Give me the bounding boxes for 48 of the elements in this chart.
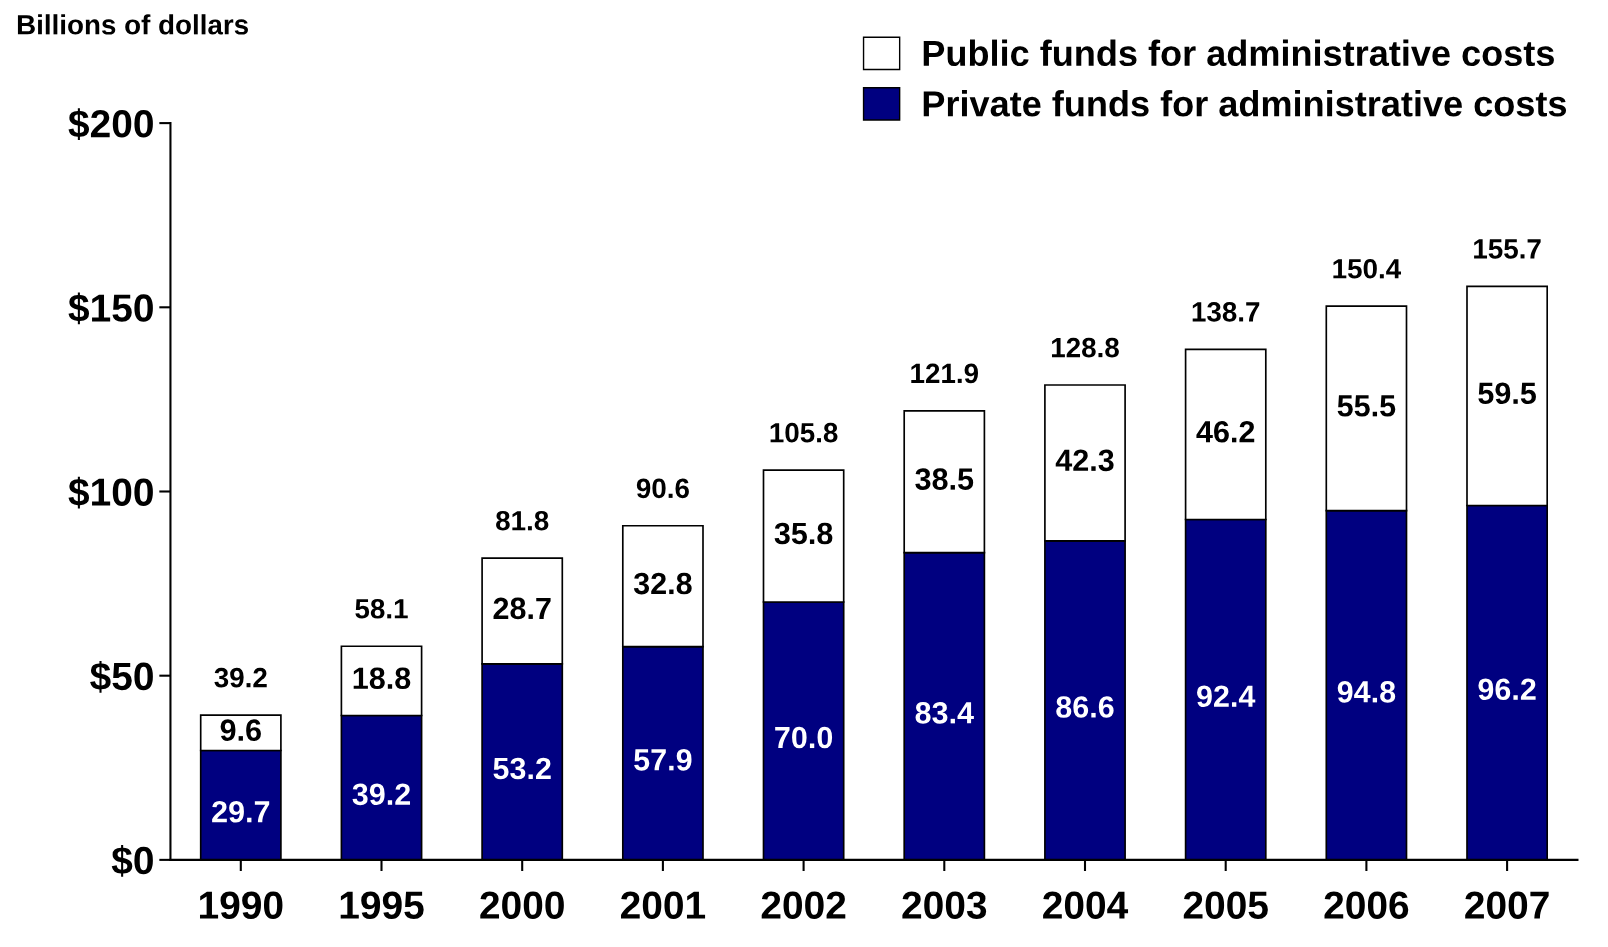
total-label: 121.9 [911, 363, 979, 384]
legend-label: Public funds for administrative costs [923, 39, 1554, 67]
data-label: 38.5 [915, 468, 974, 490]
data-label: 42.3 [1055, 449, 1114, 472]
data-label: 83.4 [915, 702, 974, 724]
data-label: 53.2 [493, 757, 551, 780]
x-tick-label: 2005 [1183, 891, 1268, 919]
data-label: 57.9 [634, 749, 692, 771]
legend-label: Private funds for administrative costs [923, 90, 1567, 117]
y-tick-label: $50 [90, 660, 153, 693]
x-tick-label: 1995 [340, 891, 424, 919]
data-label: 39.2 [352, 783, 411, 806]
data-label: 94.8 [1337, 681, 1396, 703]
total-label: 39.2 [214, 667, 267, 688]
total-label: 58.1 [355, 598, 408, 619]
data-label: 59.5 [1478, 382, 1536, 405]
data-label: 35.8 [774, 522, 833, 545]
data-label: 29.7 [212, 800, 270, 823]
data-label: 9.6 [220, 719, 261, 741]
total-label: 128.8 [1051, 337, 1119, 358]
data-label: 70.0 [775, 726, 833, 749]
total-label: 90.6 [636, 478, 689, 499]
y-tick-label: $150 [68, 292, 153, 325]
total-label: 138.7 [1192, 302, 1260, 322]
y-tick-label: $100 [68, 476, 153, 509]
x-tick-label: 2007 [1465, 891, 1549, 919]
data-label: 32.8 [633, 572, 692, 595]
data-label: 92.4 [1197, 685, 1256, 708]
x-tick-label: 2001 [621, 891, 706, 919]
total-label: 155.7 [1474, 239, 1541, 259]
data-label: 18.8 [353, 667, 411, 690]
x-tick-label: 1990 [200, 891, 283, 919]
y-axis-title: Billions of dollars [17, 14, 248, 35]
total-label: 105.8 [770, 422, 838, 443]
y-tick-label: $0 [111, 845, 153, 877]
total-label: 81.8 [496, 510, 549, 531]
data-label: 28.7 [493, 597, 551, 620]
x-tick-label: 2000 [480, 891, 564, 919]
data-label: 55.5 [1337, 395, 1396, 417]
total-label: 150.4 [1333, 258, 1402, 279]
x-tick-label: 2004 [1043, 891, 1129, 919]
x-tick-label: 2006 [1324, 891, 1409, 919]
data-label: 46.2 [1196, 420, 1255, 443]
x-tick-label: 2002 [761, 891, 846, 919]
data-label: 86.6 [1056, 696, 1114, 718]
x-tick-label: 2003 [902, 891, 987, 920]
y-tick-label: $200 [68, 108, 153, 141]
data-label: 96.2 [1478, 678, 1536, 701]
